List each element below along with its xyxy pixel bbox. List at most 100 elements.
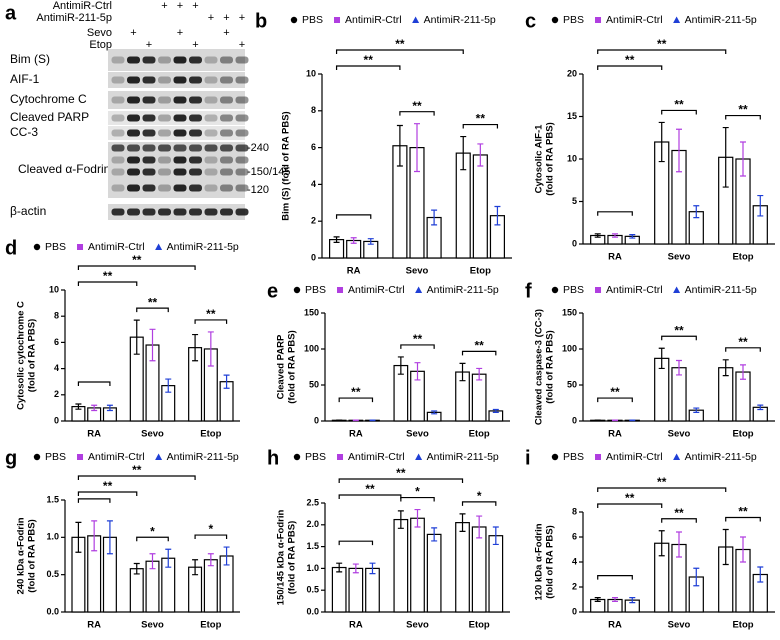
error-bar xyxy=(740,536,746,563)
blot-row-label: β-actin xyxy=(10,204,46,218)
y-tick-label: 0.5 xyxy=(306,585,319,595)
error-bar xyxy=(165,378,172,393)
y-tick-label: 0 xyxy=(572,238,577,248)
blot-band xyxy=(235,114,249,122)
blot-band xyxy=(220,96,233,104)
legend-marker xyxy=(33,453,41,461)
error-bar xyxy=(223,374,230,389)
blot-band xyxy=(142,156,156,164)
legend-label: AntimiR-Ctrl xyxy=(606,14,663,26)
error-bar xyxy=(414,362,421,381)
significance-label: ** xyxy=(412,99,422,113)
blot-band xyxy=(111,129,125,137)
blot-band xyxy=(127,96,140,104)
y-tick-label: 0 xyxy=(572,606,577,616)
bar xyxy=(471,373,487,422)
legend-marker xyxy=(415,286,423,293)
blot-band xyxy=(142,56,156,64)
treatment-sign: + xyxy=(239,12,245,24)
significance-bracket xyxy=(661,518,697,523)
blot-band xyxy=(127,56,140,64)
y-tick-label: 2 xyxy=(54,389,59,399)
blot-band xyxy=(189,76,202,84)
legend-label: AntimiR-Ctrl xyxy=(348,451,405,463)
blot-band xyxy=(220,129,233,137)
significance-bracket xyxy=(461,350,497,356)
y-tick-label: 100 xyxy=(562,343,577,353)
treatment-label: AntimiR-Ctrl xyxy=(53,0,112,12)
significance-label: ** xyxy=(206,307,216,321)
error-bar xyxy=(459,362,466,382)
legend-label: AntimiR-Ctrl xyxy=(88,241,145,253)
blot-band xyxy=(220,168,233,176)
blot-band xyxy=(142,114,156,122)
error-bar xyxy=(757,194,764,217)
x-tick-label: Sevo xyxy=(141,429,164,440)
treatment-sign: + xyxy=(146,39,152,51)
blot-band xyxy=(204,96,218,104)
x-tick-label: Etop xyxy=(470,266,491,277)
legend-label: AntimiR-Ctrl xyxy=(606,451,663,463)
x-tick-label: Sevo xyxy=(668,252,691,263)
blot-row-label: Cytochrome C xyxy=(10,92,87,106)
error-bar xyxy=(757,566,764,583)
blot-row-label: CC-3 xyxy=(10,125,38,139)
y-tick-label: 10 xyxy=(49,284,59,294)
treatment-label: AntimiR-211-5p xyxy=(36,12,112,24)
legend-marker xyxy=(595,287,602,293)
blot-band xyxy=(173,114,187,122)
bar xyxy=(129,568,144,613)
significance-label: ** xyxy=(674,323,684,337)
significance-bracket xyxy=(77,265,196,270)
blot-band xyxy=(127,114,140,122)
error-bar xyxy=(165,548,172,568)
y-tick-label: 6 xyxy=(572,531,577,541)
significance-bracket xyxy=(338,540,374,546)
legend-marker xyxy=(551,453,559,461)
error-bar xyxy=(431,527,438,542)
blot-band xyxy=(235,96,249,104)
significance-label: ** xyxy=(103,269,113,283)
error-bar xyxy=(106,404,113,412)
y-tick-label: 0.0 xyxy=(46,606,59,616)
y-tick-label: 8 xyxy=(572,506,577,516)
legend-label: AntimiR-211-5p xyxy=(167,241,239,253)
error-bar xyxy=(492,408,499,413)
significance-bracket xyxy=(77,491,138,496)
blot-band xyxy=(189,168,202,176)
blot-band xyxy=(204,168,218,176)
significance-bracket xyxy=(400,496,435,502)
y-tick-label: 2 xyxy=(572,581,577,591)
x-tick-label: Sevo xyxy=(668,429,691,440)
y-tick-label: 4 xyxy=(311,179,316,189)
error-bar xyxy=(492,526,499,546)
y-tick-label: 4 xyxy=(54,363,59,373)
mw-marker: -240 xyxy=(247,142,269,154)
significance-label: * xyxy=(208,522,213,536)
blot-band xyxy=(158,96,171,104)
bar xyxy=(455,522,470,613)
blot-band xyxy=(235,56,249,64)
blot-band xyxy=(111,56,125,64)
error-bar xyxy=(414,123,420,173)
x-tick-label: Etop xyxy=(732,429,753,440)
x-tick-label: Etop xyxy=(469,620,490,631)
blot-band xyxy=(189,129,202,137)
blot-band xyxy=(158,76,171,84)
legend-label: AntimiR-Ctrl xyxy=(348,284,405,296)
significance-bracket xyxy=(725,114,761,120)
blot-band xyxy=(127,76,140,84)
legend-label: PBS xyxy=(302,14,323,26)
error-bar xyxy=(693,407,700,413)
blot-band xyxy=(111,96,125,104)
blot-row-label: Bim (S) xyxy=(10,52,50,66)
significance-bracket xyxy=(194,534,228,540)
blot-band xyxy=(235,144,249,152)
treatment-sign: + xyxy=(223,12,229,24)
y-tick-label: 15 xyxy=(567,111,577,121)
treatment-sign: + xyxy=(161,0,167,12)
error-bar xyxy=(396,124,403,167)
treatment-sign: + xyxy=(239,39,245,51)
significance-label: ** xyxy=(365,482,375,496)
y-tick-label: 0 xyxy=(54,415,59,425)
